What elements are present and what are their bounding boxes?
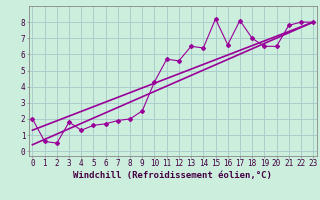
X-axis label: Windchill (Refroidissement éolien,°C): Windchill (Refroidissement éolien,°C) (73, 171, 272, 180)
